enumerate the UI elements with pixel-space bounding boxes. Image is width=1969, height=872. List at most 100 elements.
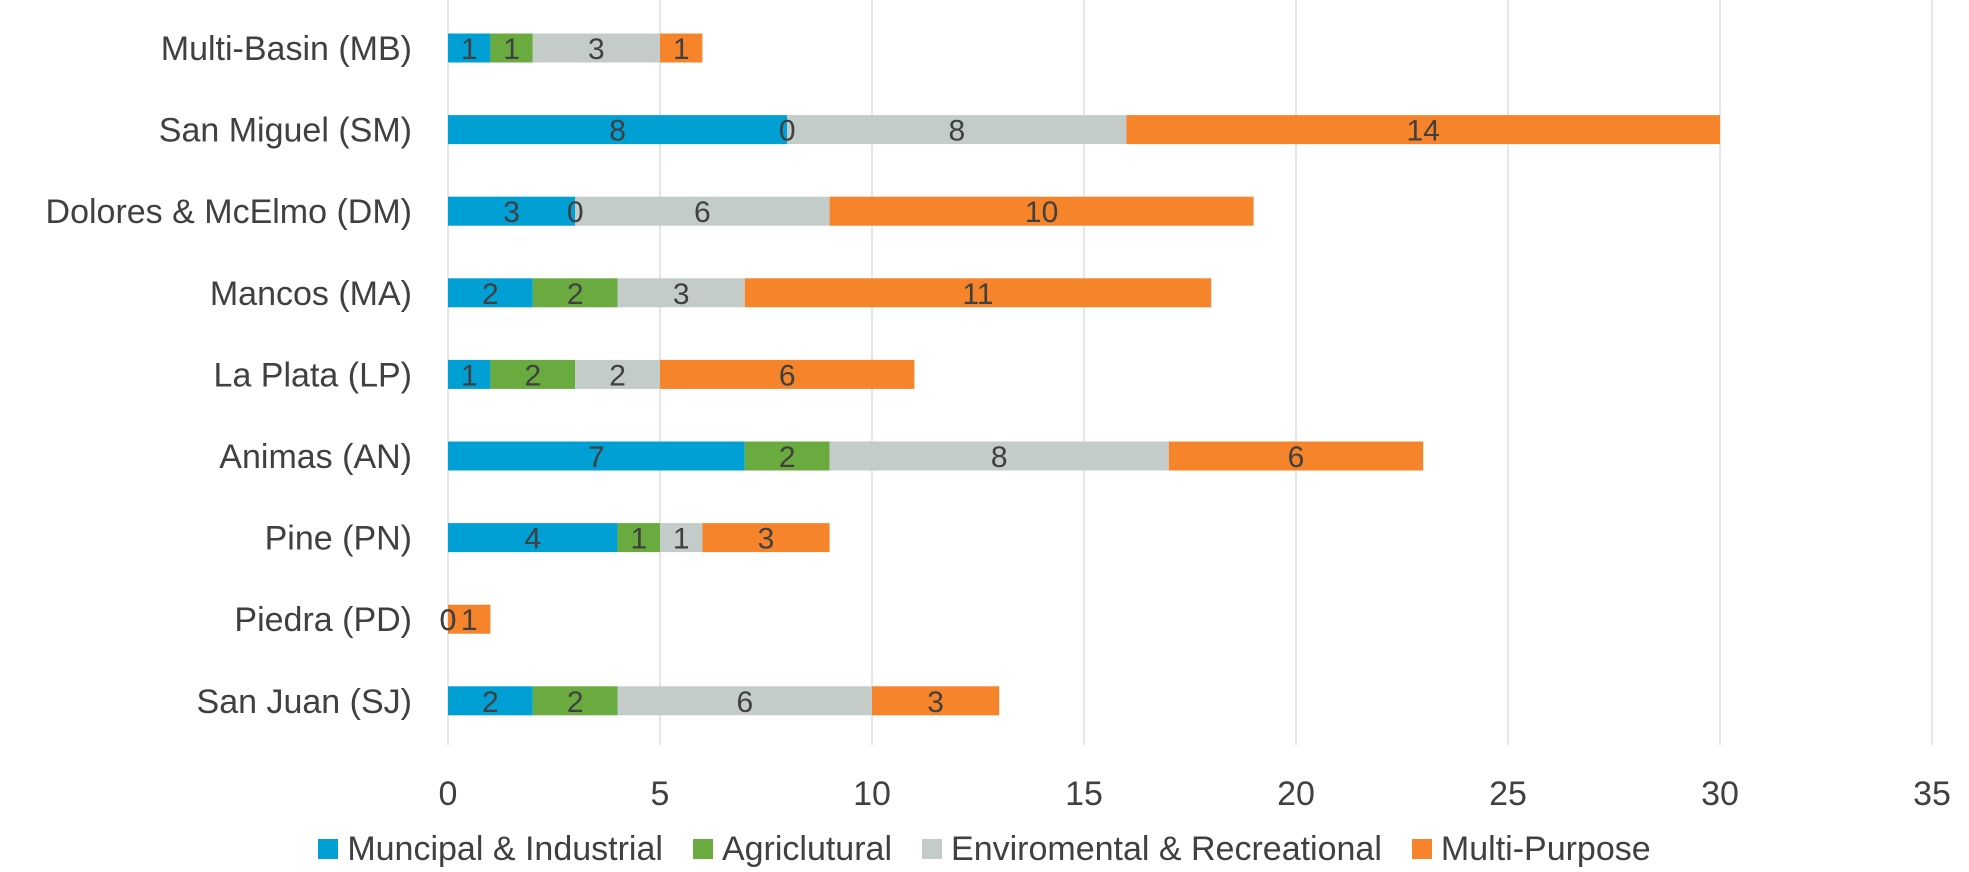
data-label: 14	[1407, 115, 1440, 148]
bar-segment	[829, 441, 1169, 471]
bar-segment	[744, 278, 1212, 308]
data-label: 0	[567, 196, 584, 229]
data-label: 6	[694, 196, 711, 229]
data-label: 8	[948, 115, 965, 148]
bar-segment	[448, 686, 533, 716]
bar-segment	[448, 604, 491, 634]
category-label: San Juan (SJ)	[197, 683, 412, 721]
legend: Muncipal & Industrial Agriclutural Envirom…	[0, 826, 1969, 872]
bar-segment	[617, 686, 872, 716]
legend-label: Agriclutural	[721, 829, 893, 868]
bar-segment	[448, 359, 491, 389]
legend-item: Multi-Purpose	[1411, 829, 1651, 869]
bar-segment	[575, 196, 830, 226]
bar-segment	[1168, 441, 1424, 471]
category-label: Piedra (PD)	[234, 601, 412, 639]
bar-segment	[617, 278, 745, 308]
legend-swatch	[1411, 839, 1432, 859]
category-label: Pine (PN)	[265, 520, 412, 558]
data-label: 3	[758, 523, 775, 556]
data-label: 3	[927, 686, 944, 719]
data-label: 4	[524, 523, 541, 556]
data-label: 0	[440, 604, 457, 637]
category-labels: San Juan (SJ) Piedra (PD) Pine (PN) Animas …	[46, 30, 412, 721]
category-label: Multi-Basin (MB)	[161, 30, 412, 68]
data-label: 2	[524, 359, 541, 392]
legend-item: Muncipal & Industrial	[318, 830, 663, 869]
bar-segment	[448, 523, 618, 553]
bar-segment	[532, 278, 618, 308]
x-tick-label: 20	[1277, 775, 1315, 813]
data-label: 0	[440, 604, 457, 637]
data-label: 1	[461, 33, 478, 66]
bar-segment	[660, 359, 915, 389]
data-label: 6	[736, 686, 753, 719]
x-tick-label: 10	[853, 775, 891, 813]
legend-label: Multi-Purpose	[1440, 829, 1651, 868]
data-label: 7	[588, 441, 605, 474]
bar-segment	[1126, 115, 1720, 145]
data-label: 10	[1025, 196, 1058, 229]
bar-segment	[872, 686, 1000, 716]
bar-segment	[448, 196, 576, 226]
bar-segment	[617, 523, 660, 553]
bar-segment	[532, 686, 618, 716]
x-tick-label: 35	[1913, 775, 1951, 813]
data-label: 0	[779, 115, 796, 148]
data-label: 1	[503, 33, 520, 66]
data-label: 1	[461, 359, 478, 392]
data-label: 2	[779, 441, 796, 474]
data-label: 1	[673, 523, 690, 556]
x-axis-tick-labels: 0 5 10 15 20 25 30 35	[439, 775, 1951, 813]
x-tick-label: 25	[1489, 775, 1527, 813]
bar-segment	[448, 115, 788, 145]
data-label: 8	[609, 115, 626, 148]
legend-label: Enviromental & Recreational	[951, 829, 1382, 868]
data-label: 2	[482, 278, 499, 311]
data-label: 6	[1288, 441, 1305, 474]
data-label: 3	[673, 278, 690, 311]
legend-label: Muncipal & Industrial	[347, 829, 663, 868]
x-tick-label: 30	[1701, 775, 1739, 813]
data-label: 3	[588, 33, 605, 66]
data-label: 2	[609, 359, 626, 392]
bars	[448, 33, 1720, 716]
x-tick-label: 15	[1065, 775, 1103, 813]
legend-item: Enviromental & Recreational	[922, 830, 1382, 869]
bar-segment	[448, 33, 491, 63]
data-label: 0	[440, 604, 457, 637]
bar-segment	[532, 33, 660, 63]
category-label: Animas (AN)	[219, 438, 412, 476]
legend-swatch	[922, 839, 943, 859]
bar-segment	[660, 523, 703, 553]
category-label: La Plata (LP)	[214, 356, 412, 394]
data-label: 2	[567, 278, 584, 311]
data-label: 1	[673, 33, 690, 66]
bar-segment	[744, 441, 830, 471]
bar-segment	[490, 33, 533, 63]
category-label: Mancos (MA)	[210, 275, 412, 313]
bar-segment	[490, 359, 576, 389]
x-tick-label: 5	[651, 775, 670, 813]
bar-segment	[787, 115, 1127, 145]
data-label: 1	[461, 604, 478, 637]
legend-item: Agriclutural	[692, 829, 893, 869]
data-label: 6	[779, 359, 796, 392]
data-label: 1	[630, 523, 647, 556]
data-label: 2	[567, 686, 584, 719]
category-label: San Miguel (SM)	[159, 112, 412, 150]
bar-segment	[702, 523, 830, 553]
data-label: 11	[962, 278, 993, 311]
bar-segment	[448, 278, 533, 308]
bar-segment	[575, 359, 660, 389]
legend-swatch	[318, 839, 339, 859]
bar-segment	[660, 33, 703, 63]
bar-segment	[829, 196, 1254, 226]
data-label: 3	[503, 196, 520, 229]
category-label: Dolores & McElmo (DM)	[46, 193, 412, 231]
data-label: 8	[991, 441, 1008, 474]
bar-segment	[448, 441, 745, 471]
data-label: 2	[482, 686, 499, 719]
